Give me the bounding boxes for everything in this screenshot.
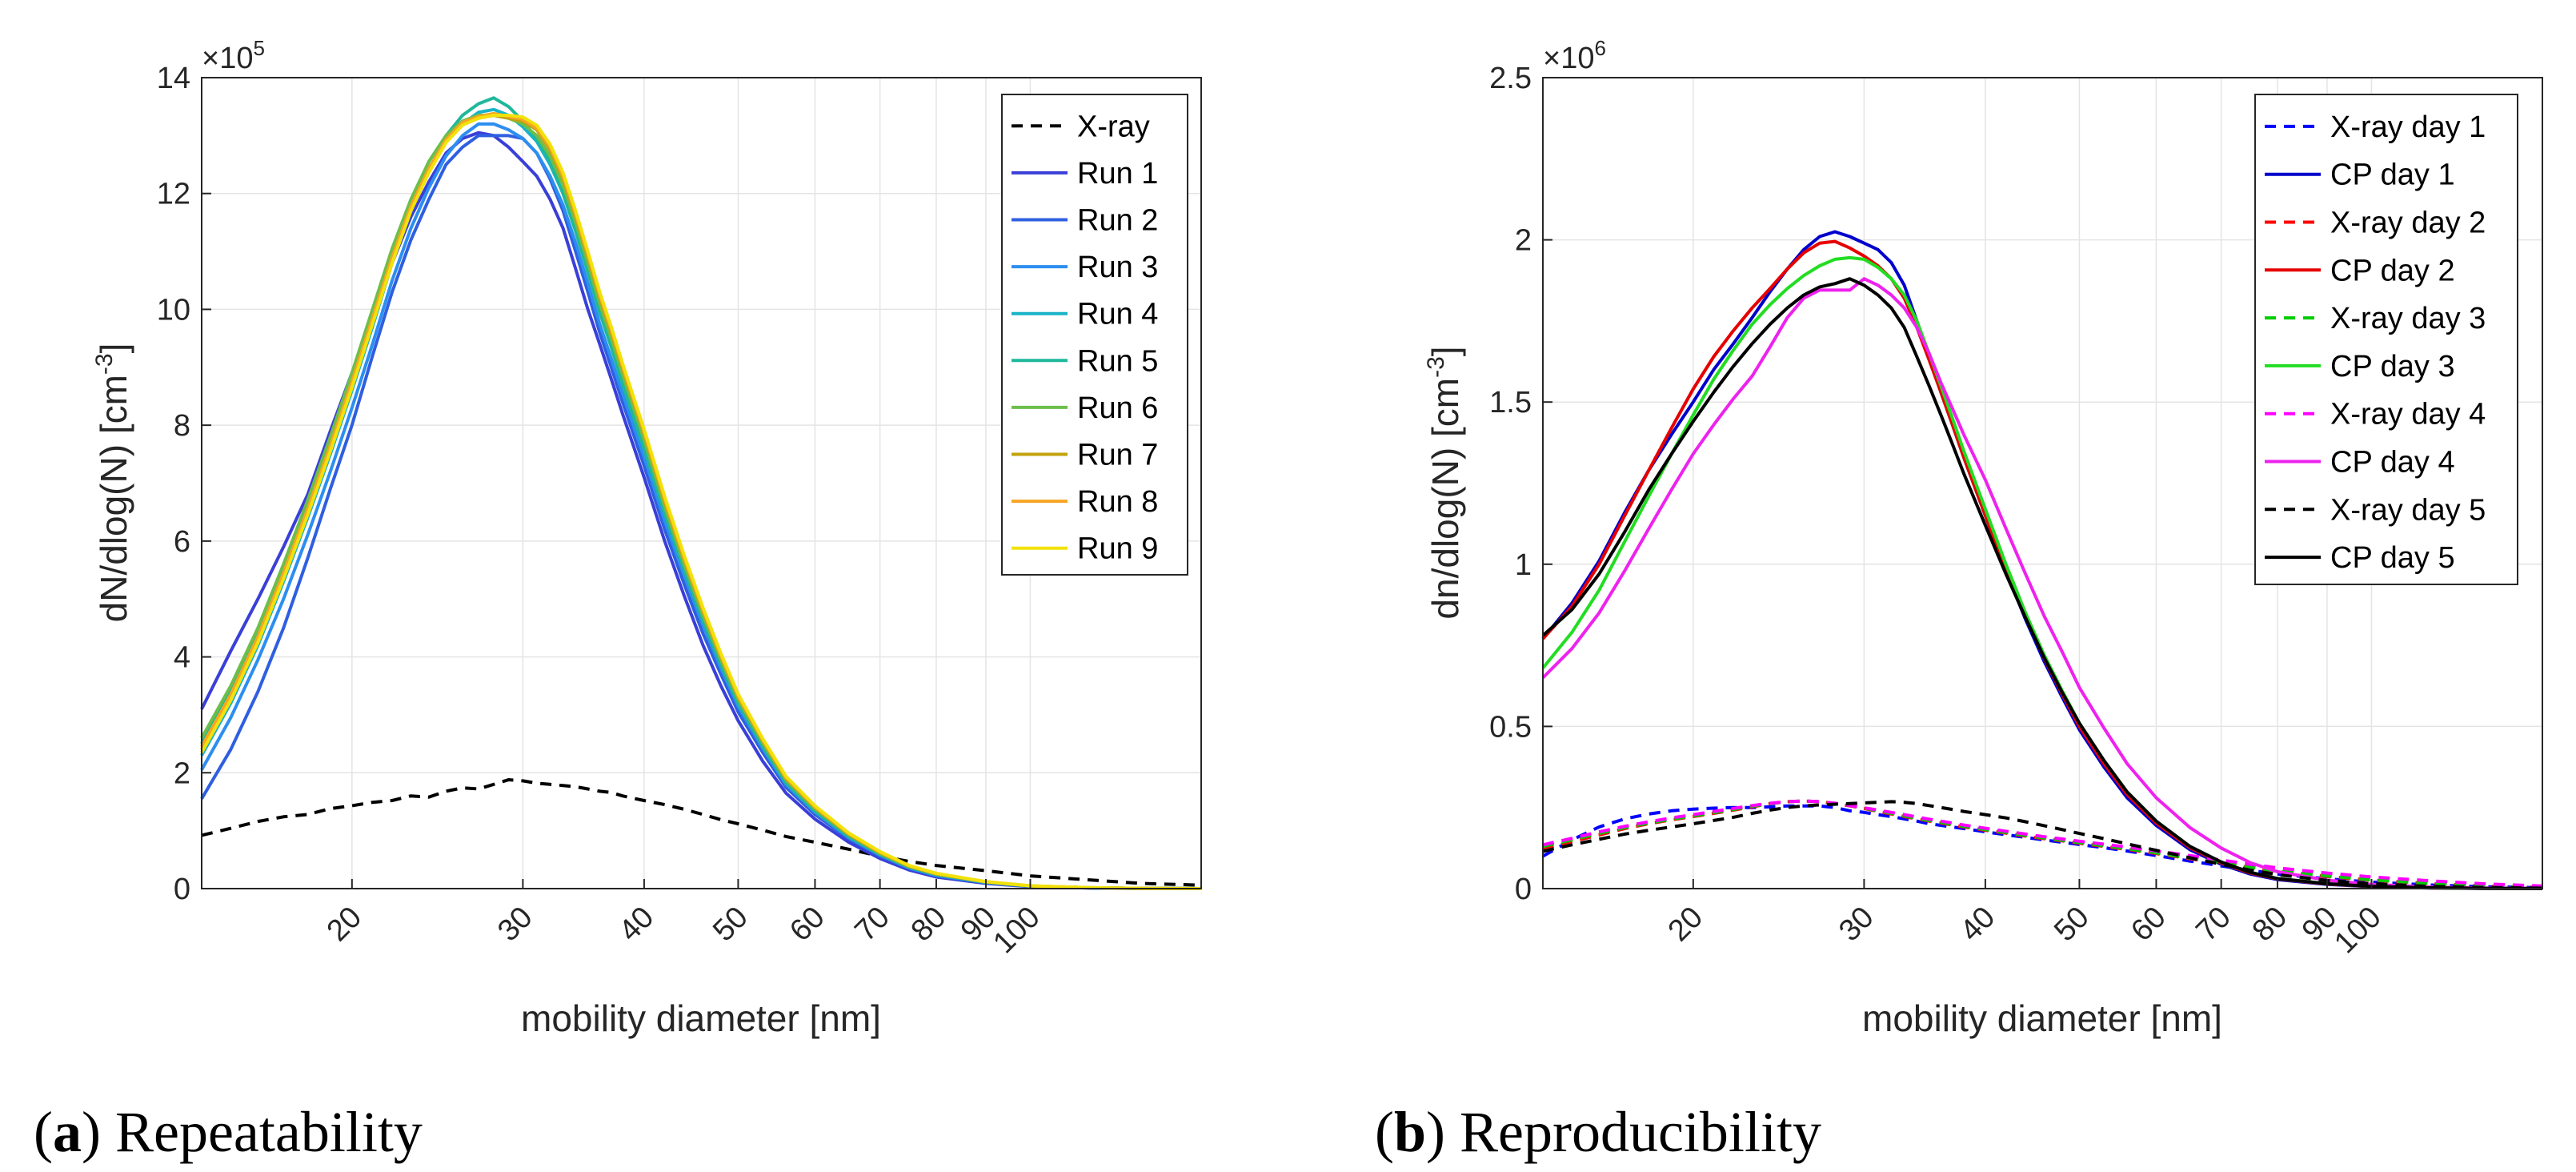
series-line-cp-day-5: [1541, 277, 2543, 890]
legend-label: CP day 4: [2330, 446, 2455, 480]
y-axis-label: dN/dlog(N) [cm-3]: [91, 343, 134, 623]
legend-label: Run 1: [1077, 157, 1158, 191]
axes-box: [1542, 77, 2543, 889]
legend-label: CP day 3: [2330, 350, 2455, 383]
y-tick-label: 2: [174, 757, 190, 790]
legend-label: X-ray day 1: [2330, 110, 2486, 144]
legend-label: Run 8: [1077, 485, 1158, 519]
legend-label: X-ray day 4: [2330, 398, 2486, 431]
y-tick-label: 6: [174, 525, 190, 559]
y-tick-label: 4: [174, 641, 190, 675]
series-line-cp-day-4: [1541, 277, 2543, 890]
y-tick-label: 12: [157, 178, 190, 211]
y-tick-label: 2.5: [1489, 62, 1532, 95]
legend-label: Run 7: [1077, 439, 1158, 472]
series-line-x-ray-day-4: [1542, 799, 2543, 888]
legend-box: [2254, 94, 2518, 585]
axes-box: [201, 77, 1202, 889]
legend-label: Run 2: [1077, 204, 1158, 238]
legend: X-ray Run 1 Run 2 Run 3 Run 4 Run 5 Run 6 Run 7…: [1001, 94, 1188, 576]
legend-label: Run 3: [1077, 251, 1158, 284]
legend-box: [1001, 94, 1188, 576]
legend-label: Run 6: [1077, 391, 1158, 425]
x-axis-label: mobility diameter [nm]: [521, 997, 881, 1039]
y-tick-label: 0: [1515, 873, 1532, 906]
y-multiplier: ×105: [202, 36, 265, 75]
legend-label: Run 4: [1077, 298, 1158, 331]
series-line-run-9: [200, 114, 1202, 890]
y-tick-label: 10: [157, 293, 190, 327]
y-tick-label: 8: [174, 409, 190, 443]
y-axis-label: dn/dlog(N) [cm-3]: [1423, 346, 1466, 619]
legend: X-ray day 1 CP day 1 X-ray day 2 CP day 2 X-…: [2254, 94, 2518, 585]
legend-label: Run 5: [1077, 344, 1158, 378]
legend-label: X-ray day 2: [2330, 207, 2486, 240]
y-tick-label: 1: [1515, 548, 1532, 582]
legend-label: X-ray: [1077, 110, 1150, 143]
legend-label: X-ray day 3: [2330, 302, 2486, 335]
legend-label: CP day 1: [2330, 159, 2455, 192]
y-tick-label: 2: [1515, 224, 1532, 258]
legend-label: X-ray day 5: [2330, 493, 2486, 527]
legend-label: CP day 2: [2330, 254, 2455, 287]
x-axis-label: mobility diameter [nm]: [1862, 997, 2222, 1039]
y-tick-label: 1.5: [1489, 386, 1532, 419]
series-lines: [1541, 230, 2543, 890]
legend-label: CP day 5: [2330, 541, 2455, 575]
caption-a: (a) Repeatability: [34, 1100, 423, 1164]
series-line-x-ray-day-5: [1542, 800, 2543, 890]
series-lines: [200, 96, 1202, 890]
y-tick-label: 0.5: [1489, 710, 1532, 744]
y-tick-label: 14: [157, 62, 190, 95]
y-multiplier: ×106: [1543, 36, 1606, 75]
y-tick-label: 0: [174, 873, 190, 906]
caption-b: (b) Reproducibility: [1375, 1100, 1821, 1164]
legend-label: Run 9: [1077, 532, 1158, 566]
